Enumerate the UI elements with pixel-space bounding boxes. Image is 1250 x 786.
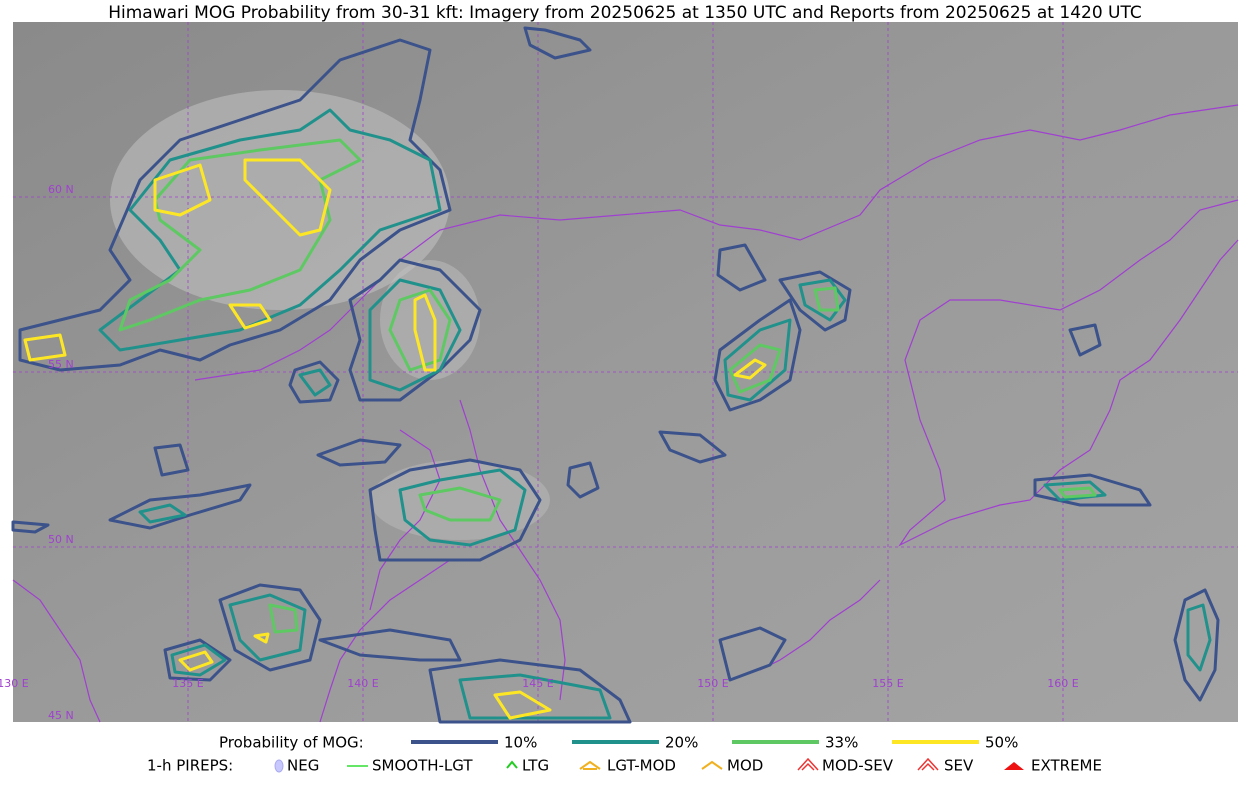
lat-label: 55 N [48,358,74,371]
lon-label: 155 E [872,677,903,690]
legend-label: LGT-MOD [607,757,676,775]
mod-icon [701,760,723,770]
legend-title: Probability of MOG: [219,734,364,752]
contours [11,26,1220,724]
legend: Probability of MOG: 1-h PIREPS: 10% 20% 33… [147,734,1102,775]
legend-title: 1-h PIREPS: [147,757,233,775]
legend-label: 10% [504,734,537,752]
legend-label: MOD [727,757,763,775]
lon-label: 150 E [697,677,728,690]
lat-label: 50 N [48,533,74,546]
legend-label: 33% [825,734,858,752]
coastlines [12,104,1239,723]
title: Himawari MOG Probability from 30-31 kft:… [108,3,1142,23]
lon-label: 160 E [1047,677,1078,690]
lon-label: 145 E [522,677,553,690]
legend-label: SMOOTH-LGT [372,757,473,775]
lgt-mod-icon [579,760,601,770]
legend-label: EXTREME [1031,757,1102,775]
lon-label: 140 E [347,677,378,690]
legend-label: NEG [287,757,319,775]
legend-label: 20% [665,734,698,752]
cloud [380,260,480,380]
ltg-icon [506,760,518,769]
legend-label: MOD-SEV [822,757,894,775]
lon-label: 130 E [0,677,29,690]
neg-icon [274,759,284,773]
lon-labels: 130 E 135 E 140 E 145 E 150 E 155 E 160 … [0,677,1079,690]
mod-sev-icon [797,757,819,771]
lat-labels: 60 N 55 N 50 N 45 N [48,183,74,722]
extreme-icon [1004,762,1024,770]
legend-label: LTG [522,757,549,775]
lat-label: 60 N [48,183,74,196]
cloud [370,460,550,540]
legend-label: SEV [944,757,974,775]
lon-label: 135 E [172,677,203,690]
sev-icon [917,757,939,771]
graticule [13,22,1238,722]
lat-label: 45 N [48,709,74,722]
legend-label: 50% [985,734,1018,752]
